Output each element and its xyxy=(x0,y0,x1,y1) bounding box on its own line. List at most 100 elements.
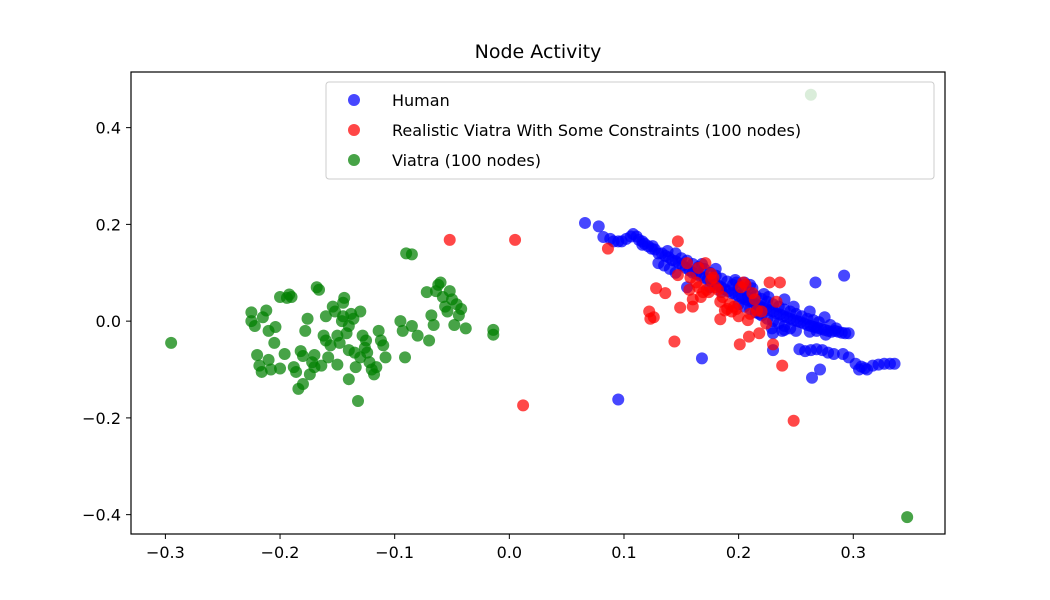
data-point xyxy=(313,283,326,296)
data-point xyxy=(337,310,350,323)
data-point xyxy=(838,269,851,282)
data-point xyxy=(324,339,337,352)
data-point xyxy=(296,378,309,391)
data-point xyxy=(251,349,264,362)
data-point xyxy=(686,300,699,313)
data-point xyxy=(394,315,407,328)
legend: Human Realistic Viatra With Some Constrai… xyxy=(325,81,935,180)
legend-marker xyxy=(348,124,360,136)
data-point xyxy=(806,371,819,384)
data-point xyxy=(858,362,871,375)
data-point xyxy=(487,328,500,341)
data-point xyxy=(776,359,789,372)
data-point xyxy=(441,305,454,318)
data-point xyxy=(361,346,374,359)
data-point xyxy=(659,287,672,300)
legend-label: Realistic Viatra With Some Constraints (… xyxy=(392,121,801,140)
data-point xyxy=(767,338,780,351)
series-1 xyxy=(443,233,800,427)
data-point xyxy=(308,349,321,362)
data-point xyxy=(331,358,344,371)
data-point xyxy=(338,291,351,304)
data-point xyxy=(262,353,275,366)
data-point xyxy=(379,351,392,364)
x-tick-label: 0.2 xyxy=(726,543,751,562)
data-point xyxy=(349,361,362,374)
data-point xyxy=(592,220,605,233)
data-point xyxy=(448,319,461,332)
data-point xyxy=(742,330,755,343)
data-point xyxy=(299,324,312,337)
data-point xyxy=(268,336,281,349)
data-point xyxy=(354,305,367,318)
data-point xyxy=(744,307,757,320)
data-point xyxy=(901,511,914,524)
data-point xyxy=(255,365,268,378)
data-point xyxy=(296,349,309,362)
y-tick-label: 0.0 xyxy=(96,312,121,331)
data-point xyxy=(787,300,800,313)
axes-layer: −0.3 −0.2 −0.1 0.0 0.1 0.2 0.3 −0.4 −0.2 0.0 0.2 0.… xyxy=(82,119,866,562)
data-point xyxy=(262,324,275,337)
data-point xyxy=(396,324,409,337)
x-tick-label: 0.3 xyxy=(841,543,866,562)
data-point xyxy=(290,365,303,378)
data-point xyxy=(443,233,456,246)
y-tick-label: −0.2 xyxy=(82,409,121,428)
data-point xyxy=(411,329,424,342)
data-point xyxy=(405,319,418,332)
data-point xyxy=(319,310,332,323)
data-point xyxy=(674,301,687,314)
data-point xyxy=(405,248,418,261)
data-point xyxy=(260,304,273,317)
y-tick-label: 0.4 xyxy=(96,119,121,138)
data-point xyxy=(733,338,746,351)
data-point xyxy=(248,319,261,332)
data-point xyxy=(372,324,385,337)
data-point xyxy=(427,319,440,332)
data-point xyxy=(420,286,433,299)
data-point xyxy=(695,352,708,365)
data-point xyxy=(285,290,298,303)
data-point xyxy=(455,303,468,316)
x-tick-label: 0.0 xyxy=(497,543,522,562)
data-point xyxy=(636,238,649,251)
data-point xyxy=(732,310,745,323)
data-point xyxy=(830,322,843,335)
data-point xyxy=(763,276,776,289)
data-point xyxy=(377,339,390,352)
data-point xyxy=(739,278,752,291)
x-tick-label: −0.1 xyxy=(375,543,414,562)
data-point xyxy=(434,276,447,289)
data-point xyxy=(264,363,277,376)
data-point xyxy=(274,290,287,303)
data-point xyxy=(650,282,663,295)
data-point xyxy=(509,233,522,246)
data-point xyxy=(370,361,383,374)
data-point xyxy=(668,335,681,348)
data-point xyxy=(342,373,355,386)
data-point xyxy=(809,276,822,289)
data-point xyxy=(245,306,258,319)
plot-frame xyxy=(130,71,946,535)
data-point xyxy=(810,324,823,337)
x-tick-label: 0.1 xyxy=(611,543,636,562)
data-point xyxy=(760,317,773,330)
data-point xyxy=(274,362,287,375)
data-point xyxy=(773,276,786,289)
data-point xyxy=(888,357,901,370)
data-point xyxy=(692,261,705,274)
data-point xyxy=(360,334,373,347)
data-point xyxy=(322,351,335,364)
data-point xyxy=(789,324,802,337)
data-point xyxy=(517,399,530,412)
data-point xyxy=(705,267,718,280)
data-point xyxy=(331,329,344,342)
data-point xyxy=(612,393,625,406)
data-point xyxy=(423,334,436,347)
data-point xyxy=(661,244,674,257)
data-point xyxy=(647,311,660,324)
data-point xyxy=(601,242,614,255)
